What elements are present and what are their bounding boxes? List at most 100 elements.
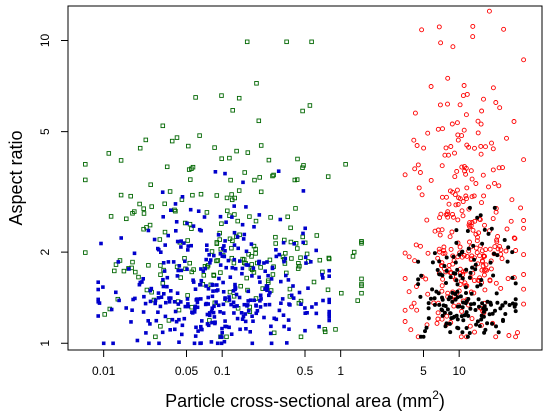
data-point: [471, 193, 477, 199]
data-point: [453, 292, 458, 296]
data-point: [521, 272, 527, 277]
data-point: [472, 218, 478, 224]
data-point: [327, 312, 331, 316]
data-point: [192, 310, 197, 314]
y-tick-label: 5: [38, 128, 52, 135]
data-point: [299, 302, 303, 306]
data-point: [494, 324, 498, 329]
data-point: [220, 331, 224, 335]
data-point: [96, 300, 100, 304]
data-point: [270, 272, 276, 277]
data-point: [464, 185, 470, 191]
y-tick-label: 10: [38, 34, 52, 48]
data-point: [111, 341, 115, 346]
data-point: [459, 254, 465, 260]
data-point: [284, 273, 288, 278]
data-point: [439, 283, 445, 289]
data-point: [479, 108, 485, 114]
data-point: [483, 144, 488, 150]
data-point: [472, 301, 477, 306]
data-point: [455, 282, 460, 287]
data-point: [469, 194, 475, 200]
data-point: [248, 330, 252, 334]
data-point: [451, 254, 456, 259]
data-point: [439, 288, 445, 294]
data-point: [468, 306, 473, 311]
data-point: [161, 284, 166, 289]
data-point: [411, 300, 417, 306]
data-point: [229, 302, 233, 307]
data-point: [246, 289, 251, 294]
data-point: [160, 330, 165, 335]
data-point: [178, 275, 183, 280]
data-point: [506, 333, 512, 338]
data-point: [498, 285, 504, 291]
data-point: [465, 334, 470, 339]
series-3: [416, 205, 518, 339]
data-point: [333, 327, 338, 332]
data-point: [207, 318, 212, 323]
data-point: [463, 193, 469, 199]
data-point: [492, 251, 496, 256]
data-point: [83, 177, 88, 183]
data-point: [153, 301, 157, 306]
data-point: [214, 300, 218, 304]
data-point: [300, 234, 305, 240]
data-point: [218, 270, 223, 275]
data-point: [303, 255, 308, 260]
data-point: [508, 218, 514, 224]
data-point: [257, 175, 262, 180]
data-point: [402, 276, 408, 281]
data-point: [444, 268, 449, 273]
data-point: [464, 326, 469, 330]
data-point: [156, 296, 161, 300]
data-point: [119, 236, 123, 240]
data-point: [177, 264, 182, 268]
data-point: [454, 120, 460, 126]
data-point: [442, 264, 447, 268]
data-point: [148, 322, 152, 326]
data-point: [133, 296, 137, 301]
data-point: [513, 248, 519, 253]
data-point: [246, 299, 250, 303]
data-point: [440, 250, 446, 256]
data-point: [484, 267, 490, 273]
data-point: [493, 308, 497, 313]
data-point: [459, 133, 465, 139]
data-point: [216, 303, 221, 308]
data-point: [452, 314, 457, 319]
data-point: [214, 258, 219, 264]
data-point: [454, 240, 459, 245]
data-point: [141, 310, 146, 314]
data-point: [227, 298, 232, 302]
data-point: [113, 262, 119, 267]
data-point: [454, 278, 459, 283]
data-point: [327, 300, 331, 305]
data-point: [222, 254, 227, 259]
data-point: [437, 102, 443, 108]
data-point: [322, 329, 328, 335]
data-point: [454, 228, 459, 233]
data-point: [238, 259, 242, 263]
data-point: [459, 208, 465, 214]
data-point: [457, 304, 462, 309]
data-point: [437, 272, 442, 277]
data-point: [466, 144, 472, 150]
data-point: [487, 312, 492, 317]
y-tick-label: 2: [38, 248, 52, 255]
data-point: [174, 319, 179, 324]
data-point: [232, 204, 236, 208]
data-point: [499, 256, 505, 262]
data-point: [177, 340, 181, 344]
data-point: [359, 276, 364, 282]
data-point: [446, 262, 452, 268]
data-point: [438, 40, 444, 46]
data-point: [466, 297, 471, 301]
data-points: [83, 8, 527, 346]
data-point: [455, 137, 461, 143]
data-point: [180, 195, 185, 199]
data-point: [447, 188, 453, 194]
data-point: [220, 246, 225, 251]
data-point: [231, 260, 237, 266]
data-point: [146, 263, 151, 268]
